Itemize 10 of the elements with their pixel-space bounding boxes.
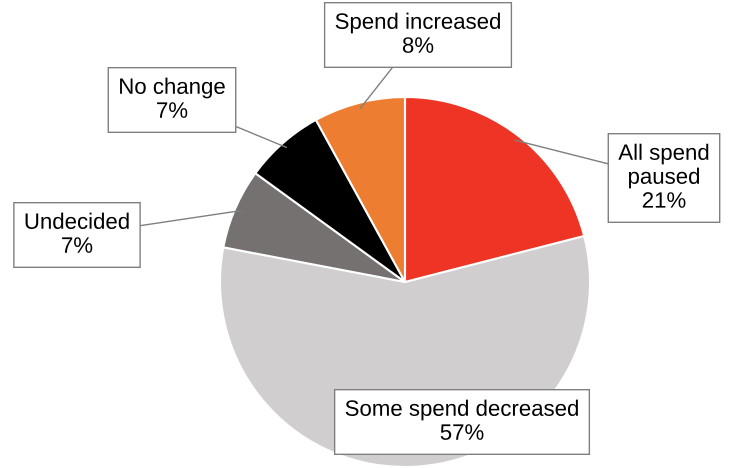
slice-label: No change	[120, 78, 225, 98]
data-label: 7%	[62, 237, 92, 253]
slice-label: Some spend decreased	[346, 400, 578, 420]
data-label: 21%	[642, 192, 686, 208]
data-label: 57%	[440, 424, 484, 440]
data-label: 7%	[157, 102, 188, 118]
slice-label: All spend paused	[618, 144, 708, 188]
slice-label: Spend increased	[336, 12, 500, 34]
data-label: 8%	[402, 37, 434, 53]
slice-label: Undecided	[26, 212, 129, 229]
